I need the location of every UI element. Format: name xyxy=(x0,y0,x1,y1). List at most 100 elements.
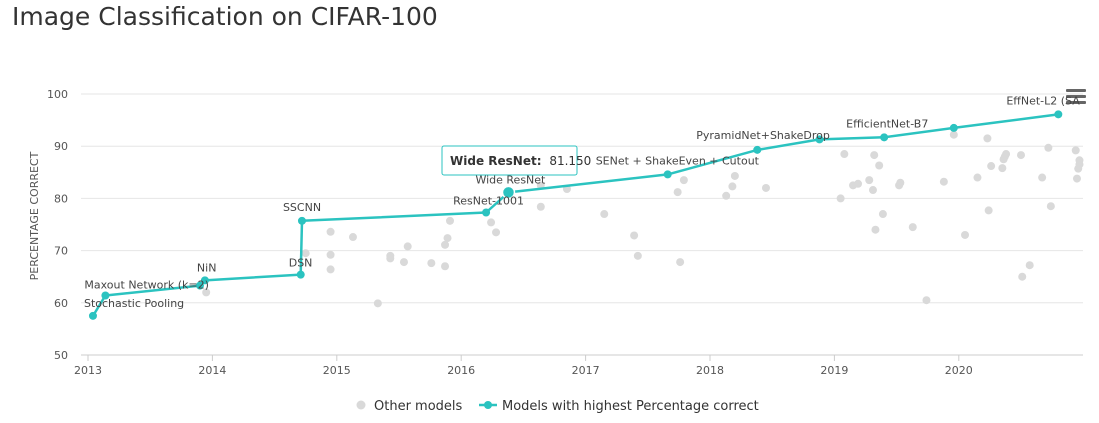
other-models-points xyxy=(202,130,1084,308)
other-model-point[interactable] xyxy=(983,134,992,143)
other-model-point[interactable] xyxy=(443,234,452,243)
y-axis-label: PERCENTAGE CORRECT xyxy=(28,151,41,280)
other-model-point[interactable] xyxy=(949,130,958,139)
other-model-point[interactable] xyxy=(896,178,905,187)
other-model-point[interactable] xyxy=(1071,146,1080,155)
other-model-point[interactable] xyxy=(673,188,682,197)
hamburger-menu-icon[interactable] xyxy=(1066,89,1086,105)
other-model-point[interactable] xyxy=(908,223,917,232)
best-model-label: PyramidNet+ShakeDrop xyxy=(696,129,830,142)
x-tick-label: 2018 xyxy=(696,364,724,377)
other-model-point[interactable] xyxy=(870,151,879,160)
other-model-point[interactable] xyxy=(961,230,970,239)
x-tick-label: 2014 xyxy=(198,364,226,377)
other-model-point[interactable] xyxy=(301,249,310,258)
other-model-point[interactable] xyxy=(1025,261,1034,270)
other-model-point[interactable] xyxy=(922,296,931,305)
best-model-point[interactable] xyxy=(880,133,889,142)
other-model-point[interactable] xyxy=(1002,150,1011,159)
other-model-point[interactable] xyxy=(998,164,1007,173)
best-model-label: SENet + ShakeEven + Cutout xyxy=(596,154,760,167)
other-model-point[interactable] xyxy=(446,216,455,225)
legend: Other models Models with highest Percent… xyxy=(356,399,759,414)
other-model-point[interactable] xyxy=(441,262,450,271)
legend-label-other: Other models xyxy=(374,399,463,414)
other-model-point[interactable] xyxy=(722,191,731,200)
other-model-point[interactable] xyxy=(875,161,884,170)
other-model-point[interactable] xyxy=(399,258,408,267)
other-model-point[interactable] xyxy=(728,182,737,191)
other-model-point[interactable] xyxy=(939,177,948,186)
other-model-point[interactable] xyxy=(630,231,639,240)
best-model-point[interactable] xyxy=(482,208,491,217)
other-model-point[interactable] xyxy=(987,162,996,171)
other-model-point[interactable] xyxy=(871,225,880,234)
best-model-label: NiN xyxy=(197,261,217,274)
other-model-point[interactable] xyxy=(1017,151,1025,160)
other-model-point[interactable] xyxy=(386,254,395,263)
best-model-point[interactable] xyxy=(195,281,204,290)
best-model-point[interactable] xyxy=(753,145,762,154)
other-model-point[interactable] xyxy=(487,218,496,227)
best-model-point[interactable] xyxy=(88,311,97,320)
other-model-point[interactable] xyxy=(403,242,412,251)
other-model-point[interactable] xyxy=(730,171,739,180)
y-tick-labels: 50 60 70 80 90 100 xyxy=(47,88,68,362)
y-tick-label: 70 xyxy=(54,245,68,258)
other-model-point[interactable] xyxy=(348,233,357,242)
other-model-point[interactable] xyxy=(427,259,436,268)
other-model-point[interactable] xyxy=(492,228,501,237)
x-tick-label: 2020 xyxy=(945,364,973,377)
other-model-point[interactable] xyxy=(878,210,887,219)
best-model-label: EffNet-L2 (SAM) xyxy=(1006,94,1093,107)
legend-item-other-models[interactable]: Other models xyxy=(356,399,463,414)
other-model-point[interactable] xyxy=(1038,173,1047,182)
other-model-point[interactable] xyxy=(536,202,545,211)
y-tick-label: 90 xyxy=(54,140,68,153)
other-model-point[interactable] xyxy=(326,227,335,236)
other-model-point[interactable] xyxy=(441,240,450,249)
other-model-point[interactable] xyxy=(1044,143,1053,152)
best-model-point[interactable] xyxy=(296,270,305,279)
other-model-point[interactable] xyxy=(679,176,688,185)
other-model-point[interactable] xyxy=(600,210,609,219)
best-model-point[interactable] xyxy=(200,276,209,285)
other-model-point[interactable] xyxy=(868,186,877,195)
other-model-point[interactable] xyxy=(854,179,863,188)
best-model-point[interactable] xyxy=(101,291,110,300)
page-title: Image Classification on CIFAR-100 xyxy=(12,2,438,31)
best-model-point[interactable] xyxy=(815,135,824,144)
best-model-label: DSN xyxy=(289,257,313,270)
other-model-point[interactable] xyxy=(836,194,845,203)
best-model-point[interactable] xyxy=(297,216,306,225)
best-model-point[interactable] xyxy=(663,170,672,179)
other-model-point[interactable] xyxy=(1072,174,1081,183)
other-model-point[interactable] xyxy=(633,251,642,260)
x-tick-label: 2015 xyxy=(323,364,351,377)
other-model-point[interactable] xyxy=(973,173,982,182)
best-model-point[interactable] xyxy=(949,123,958,132)
best-model-point[interactable] xyxy=(501,185,516,200)
other-model-point[interactable] xyxy=(984,206,993,215)
other-model-point[interactable] xyxy=(1046,202,1055,211)
other-model-point[interactable] xyxy=(1018,272,1027,281)
other-model-point[interactable] xyxy=(202,288,211,297)
other-model-point[interactable] xyxy=(326,265,335,274)
other-model-point[interactable] xyxy=(840,150,849,159)
other-model-point[interactable] xyxy=(373,299,382,308)
legend-item-best-models[interactable]: Models with highest Percentage correct xyxy=(479,399,759,414)
other-model-point[interactable] xyxy=(865,176,874,185)
other-model-point[interactable] xyxy=(761,183,770,192)
x-tick-label: 2017 xyxy=(572,364,600,377)
other-model-point[interactable] xyxy=(326,250,335,259)
best-series-line xyxy=(91,113,1059,317)
best-model-labels: Stochastic Pooling Maxout Network (k=2) Ni… xyxy=(84,94,1093,309)
x-tick-labels: 2013 2014 2015 2016 2017 2018 2019 2020 xyxy=(74,355,973,377)
legend-marker-other xyxy=(356,400,366,410)
other-model-point[interactable] xyxy=(1075,156,1084,165)
best-model-label: EfficientNet-B7 xyxy=(846,117,928,130)
other-model-point[interactable] xyxy=(676,258,685,267)
svg-text:Wide ResNet: 81.150: Wide ResNet: 81.150 xyxy=(450,154,591,168)
best-model-point[interactable] xyxy=(1054,110,1063,119)
